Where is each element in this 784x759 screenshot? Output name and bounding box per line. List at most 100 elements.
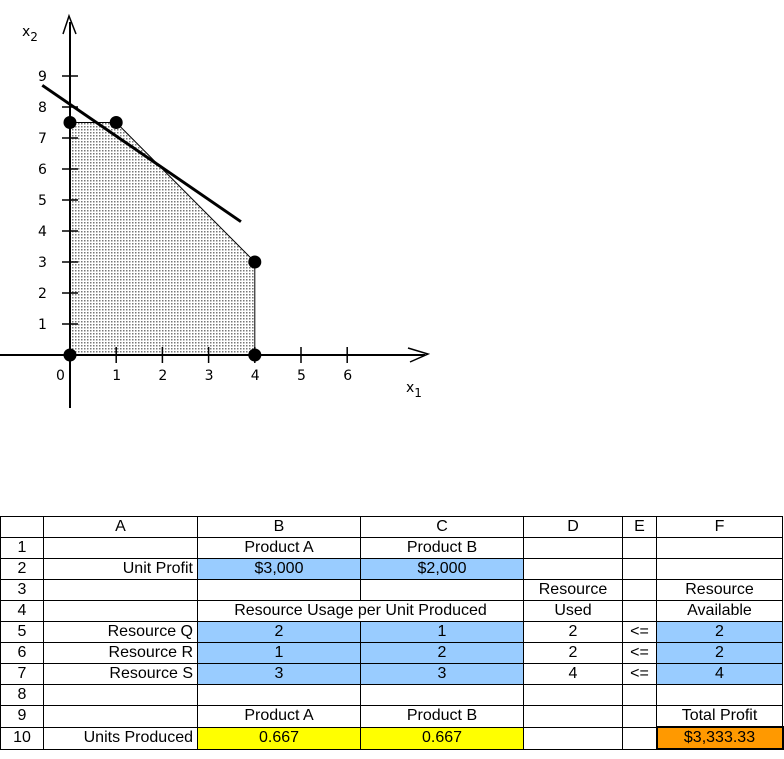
y-axis-arrow xyxy=(62,13,77,35)
cell-b: 2 xyxy=(197,621,361,643)
axis-label-subscript: 1 xyxy=(414,386,422,400)
corner-point xyxy=(248,348,262,362)
cell-e xyxy=(622,579,657,601)
cell-c: 3 xyxy=(360,663,524,685)
column-header: C xyxy=(360,516,524,538)
cell-f xyxy=(656,684,783,706)
y-tick-label: 7 xyxy=(38,131,47,147)
cell-f: Total Profit xyxy=(656,705,783,728)
cell-d: Resource xyxy=(523,579,623,601)
feasible-region xyxy=(69,122,256,356)
cell-c: 0.667 xyxy=(360,726,524,750)
cell-e: <= xyxy=(622,621,657,643)
table-row: 1 Product A Product B xyxy=(0,537,783,559)
cell-d xyxy=(523,726,623,750)
cell-d: 2 xyxy=(523,621,623,643)
y-tick-label: 1 xyxy=(38,317,47,333)
corner-point xyxy=(248,255,262,269)
cell-f: Resource xyxy=(656,579,783,601)
row-number: 1 xyxy=(0,537,44,559)
cell-d xyxy=(523,537,623,559)
cell-c: 1 xyxy=(360,621,524,643)
x-tick-label: 6 xyxy=(343,368,352,384)
objective-line xyxy=(41,84,242,223)
table-row: 7 Resource S 3 3 4 <= 4 xyxy=(0,663,783,685)
cell-c: Product B xyxy=(360,537,524,559)
cell-a xyxy=(43,537,198,559)
cell-e xyxy=(622,705,657,728)
row-number: 9 xyxy=(0,705,44,728)
cell-f: 4 xyxy=(656,663,783,685)
row-number: 4 xyxy=(0,600,44,622)
y-tick-label: 8 xyxy=(38,100,47,116)
table-row: 8 xyxy=(0,684,783,706)
y-tick-label: 9 xyxy=(38,69,47,85)
axis-ticks: 0 1 2 3 4 5 6 1 2 3 4 5 6 7 8 9 xyxy=(38,69,352,384)
cell-a: Resource Q xyxy=(43,621,198,643)
cell-f: Available xyxy=(656,600,783,622)
column-header: F xyxy=(656,516,783,538)
cell-d: Used xyxy=(523,600,623,622)
x-tick-label: 2 xyxy=(158,368,167,384)
row-number: 8 xyxy=(0,684,44,706)
cell-b xyxy=(197,684,361,706)
cell-e xyxy=(622,558,657,580)
column-header: B xyxy=(197,516,361,538)
y-tick-label: 3 xyxy=(38,255,47,271)
cell-a: Resource S xyxy=(43,663,198,685)
table-row: 4 Resource Usage per Unit Produced Used Ava… xyxy=(0,600,783,622)
cell-a: Unit Profit xyxy=(43,558,198,580)
cell-a xyxy=(43,705,198,728)
x-axis-arrow xyxy=(407,347,431,363)
column-header: E xyxy=(622,516,657,538)
cell-a xyxy=(43,684,198,706)
table-row: 5 Resource Q 2 1 2 <= 2 xyxy=(0,621,783,643)
cell-c xyxy=(360,579,524,601)
cell-d: 4 xyxy=(523,663,623,685)
corner-point xyxy=(109,116,123,129)
cell-d xyxy=(523,705,623,728)
cell-d xyxy=(523,558,623,580)
cell-f xyxy=(656,558,783,580)
cell-a: Resource R xyxy=(43,642,198,664)
x-axis-label: x1 xyxy=(406,380,422,400)
cell-c: $2,000 xyxy=(360,558,524,580)
cell-b: 3 xyxy=(197,663,361,685)
cell-a xyxy=(43,579,198,601)
spreadsheet: A B C D E F 1 Product A Product B 2 Unit Profit $3,… xyxy=(0,516,784,750)
cell-b: Product A xyxy=(197,705,361,728)
row-number: 10 xyxy=(0,726,44,750)
cell-b: 1 xyxy=(197,642,361,664)
y-tick-label: 5 xyxy=(38,193,47,209)
cell-d xyxy=(523,684,623,706)
cell-e xyxy=(622,684,657,706)
corner-point xyxy=(63,348,77,362)
cell-c: 2 xyxy=(360,642,524,664)
feasible-region-plot: 0 1 2 3 4 5 6 1 2 3 4 5 6 7 8 9 x1 x2 xyxy=(0,13,431,408)
cell-f xyxy=(656,537,783,559)
corner-point xyxy=(63,116,77,129)
cell-e xyxy=(622,600,657,622)
corner-points xyxy=(63,116,262,362)
cell-a: Units Produced xyxy=(43,726,198,750)
table-row: 10 Units Produced 0.667 0.667 $3,333.33 xyxy=(0,726,784,750)
cell-e: <= xyxy=(622,663,657,685)
cell-b: $3,000 xyxy=(197,558,361,580)
column-header xyxy=(0,516,44,538)
x-tick-label: 4 xyxy=(251,368,260,384)
row-number: 2 xyxy=(0,558,44,580)
cell-c: Product B xyxy=(360,705,524,728)
column-header: A xyxy=(43,516,198,538)
x-tick-label: 0 xyxy=(56,368,65,384)
axis-label-subscript: 2 xyxy=(30,30,38,44)
cell-e xyxy=(622,537,657,559)
x-tick-label: 5 xyxy=(297,368,306,384)
table-row: 6 Resource R 1 2 2 <= 2 xyxy=(0,642,783,664)
x-tick-label: 3 xyxy=(205,368,214,384)
cell-e: <= xyxy=(622,642,657,664)
x-tick-label: 1 xyxy=(112,368,121,384)
table-row: 3 Resource Resource xyxy=(0,579,783,601)
table-row: 2 Unit Profit $3,000 $2,000 xyxy=(0,558,783,580)
row-number: 7 xyxy=(0,663,44,685)
